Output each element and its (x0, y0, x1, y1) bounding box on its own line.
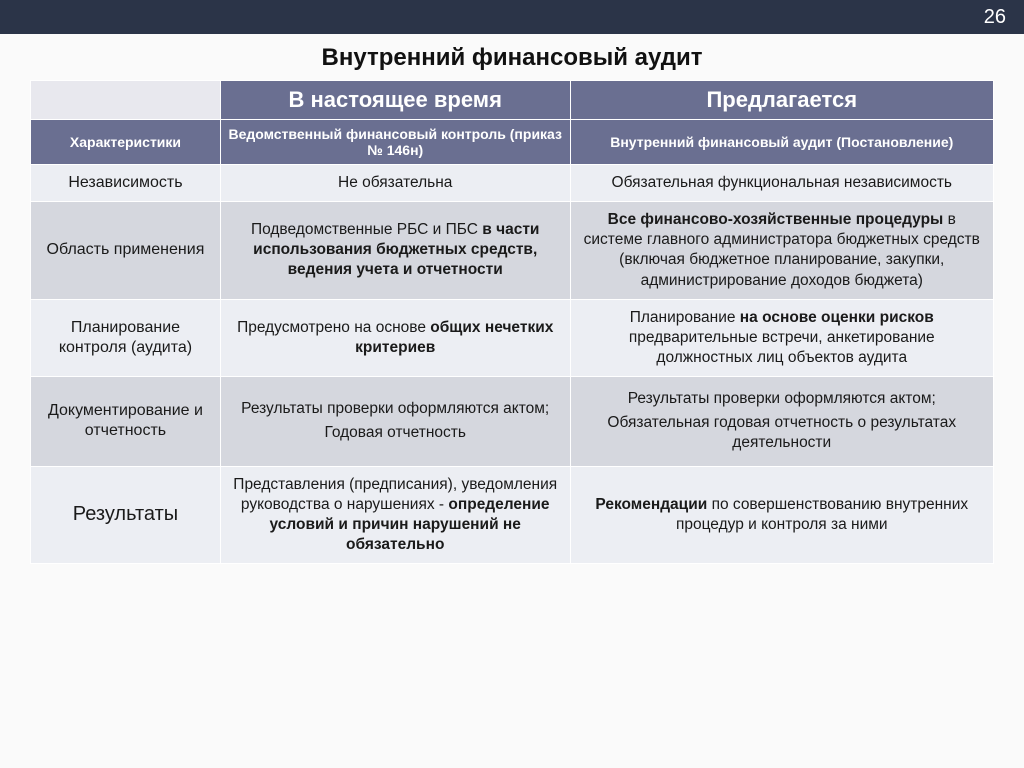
table-row: Планирование контроля (аудита) Предусмот… (31, 299, 994, 376)
row4-cur-p1: Результаты проверки оформляются актом; (231, 399, 560, 419)
row1-char: Независимость (31, 165, 221, 202)
table-row: Документирование и отчетность Результаты… (31, 377, 994, 466)
row3-new-post: предварительные встречи, анкетирование д… (629, 329, 935, 366)
header-row-2: Характеристики Ведомственный финансовый … (31, 120, 994, 165)
row5-new-bold: Рекомендации (595, 496, 707, 513)
slide-title: Внутренний финансовый аудит (0, 34, 1024, 80)
row1-proposed: Обязательная функциональная независимост… (570, 165, 993, 202)
row4-new-p1: Результаты проверки оформляются актом; (581, 389, 983, 409)
row3-new-pre: Планирование (630, 309, 740, 326)
top-bar: 26 (0, 0, 1024, 34)
row5-proposed: Рекомендации по совершенствованию внутре… (570, 466, 993, 564)
row5-current: Представления (предписания), уведомления… (220, 466, 570, 564)
row3-cur-pre: Предусмотрено на основе (237, 319, 430, 336)
header-blank (31, 81, 221, 120)
row2-cur-pre: Подведомственные РБС и ПБС (251, 221, 482, 238)
page-number: 26 (984, 6, 1006, 29)
row4-proposed: Результаты проверки оформляются актом; О… (570, 377, 993, 466)
row5-new-post: по совершенствованию внутренних процедур… (676, 496, 968, 533)
row1-current: Не обязательна (220, 165, 570, 202)
subheader-current: Ведомственный финансовый контроль (прика… (220, 120, 570, 165)
subheader-proposed: Внутренний финансовый аудит (Постановлен… (570, 120, 993, 165)
row3-char: Планирование контроля (аудита) (31, 299, 221, 376)
row2-proposed: Все финансово-хозяйственные процедуры в … (570, 202, 993, 300)
table-row: Область применения Подведомственные РБС … (31, 202, 994, 300)
header-row-1: В настоящее время Предлагается (31, 81, 994, 120)
row4-char: Документирование и отчетность (31, 377, 221, 466)
row4-cur-p2: Годовая отчетность (231, 423, 560, 443)
header-proposed: Предлагается (570, 81, 993, 120)
row2-char: Область применения (31, 202, 221, 300)
row3-proposed: Планирование на основе оценки рисков пре… (570, 299, 993, 376)
row3-current: Предусмотрено на основе общих нечетких к… (220, 299, 570, 376)
row4-new-p2: Обязательная годовая отчетность о резуль… (581, 413, 983, 453)
table-row: Результаты Представления (предписания), … (31, 466, 994, 564)
comparison-table: В настоящее время Предлагается Характери… (30, 80, 994, 564)
row2-current: Подведомственные РБС и ПБС в части испол… (220, 202, 570, 300)
row4-current: Результаты проверки оформляются актом; Г… (220, 377, 570, 466)
row2-new-bold: Все финансово-хозяйственные процедуры (608, 211, 944, 228)
header-current: В настоящее время (220, 81, 570, 120)
slide: 26 Внутренний финансовый аудит В настоящ… (0, 0, 1024, 768)
row5-char: Результаты (31, 466, 221, 564)
table-row: Независимость Не обязательна Обязательна… (31, 165, 994, 202)
subheader-characteristics: Характеристики (31, 120, 221, 165)
row3-new-bold: на основе оценки рисков (740, 309, 934, 326)
